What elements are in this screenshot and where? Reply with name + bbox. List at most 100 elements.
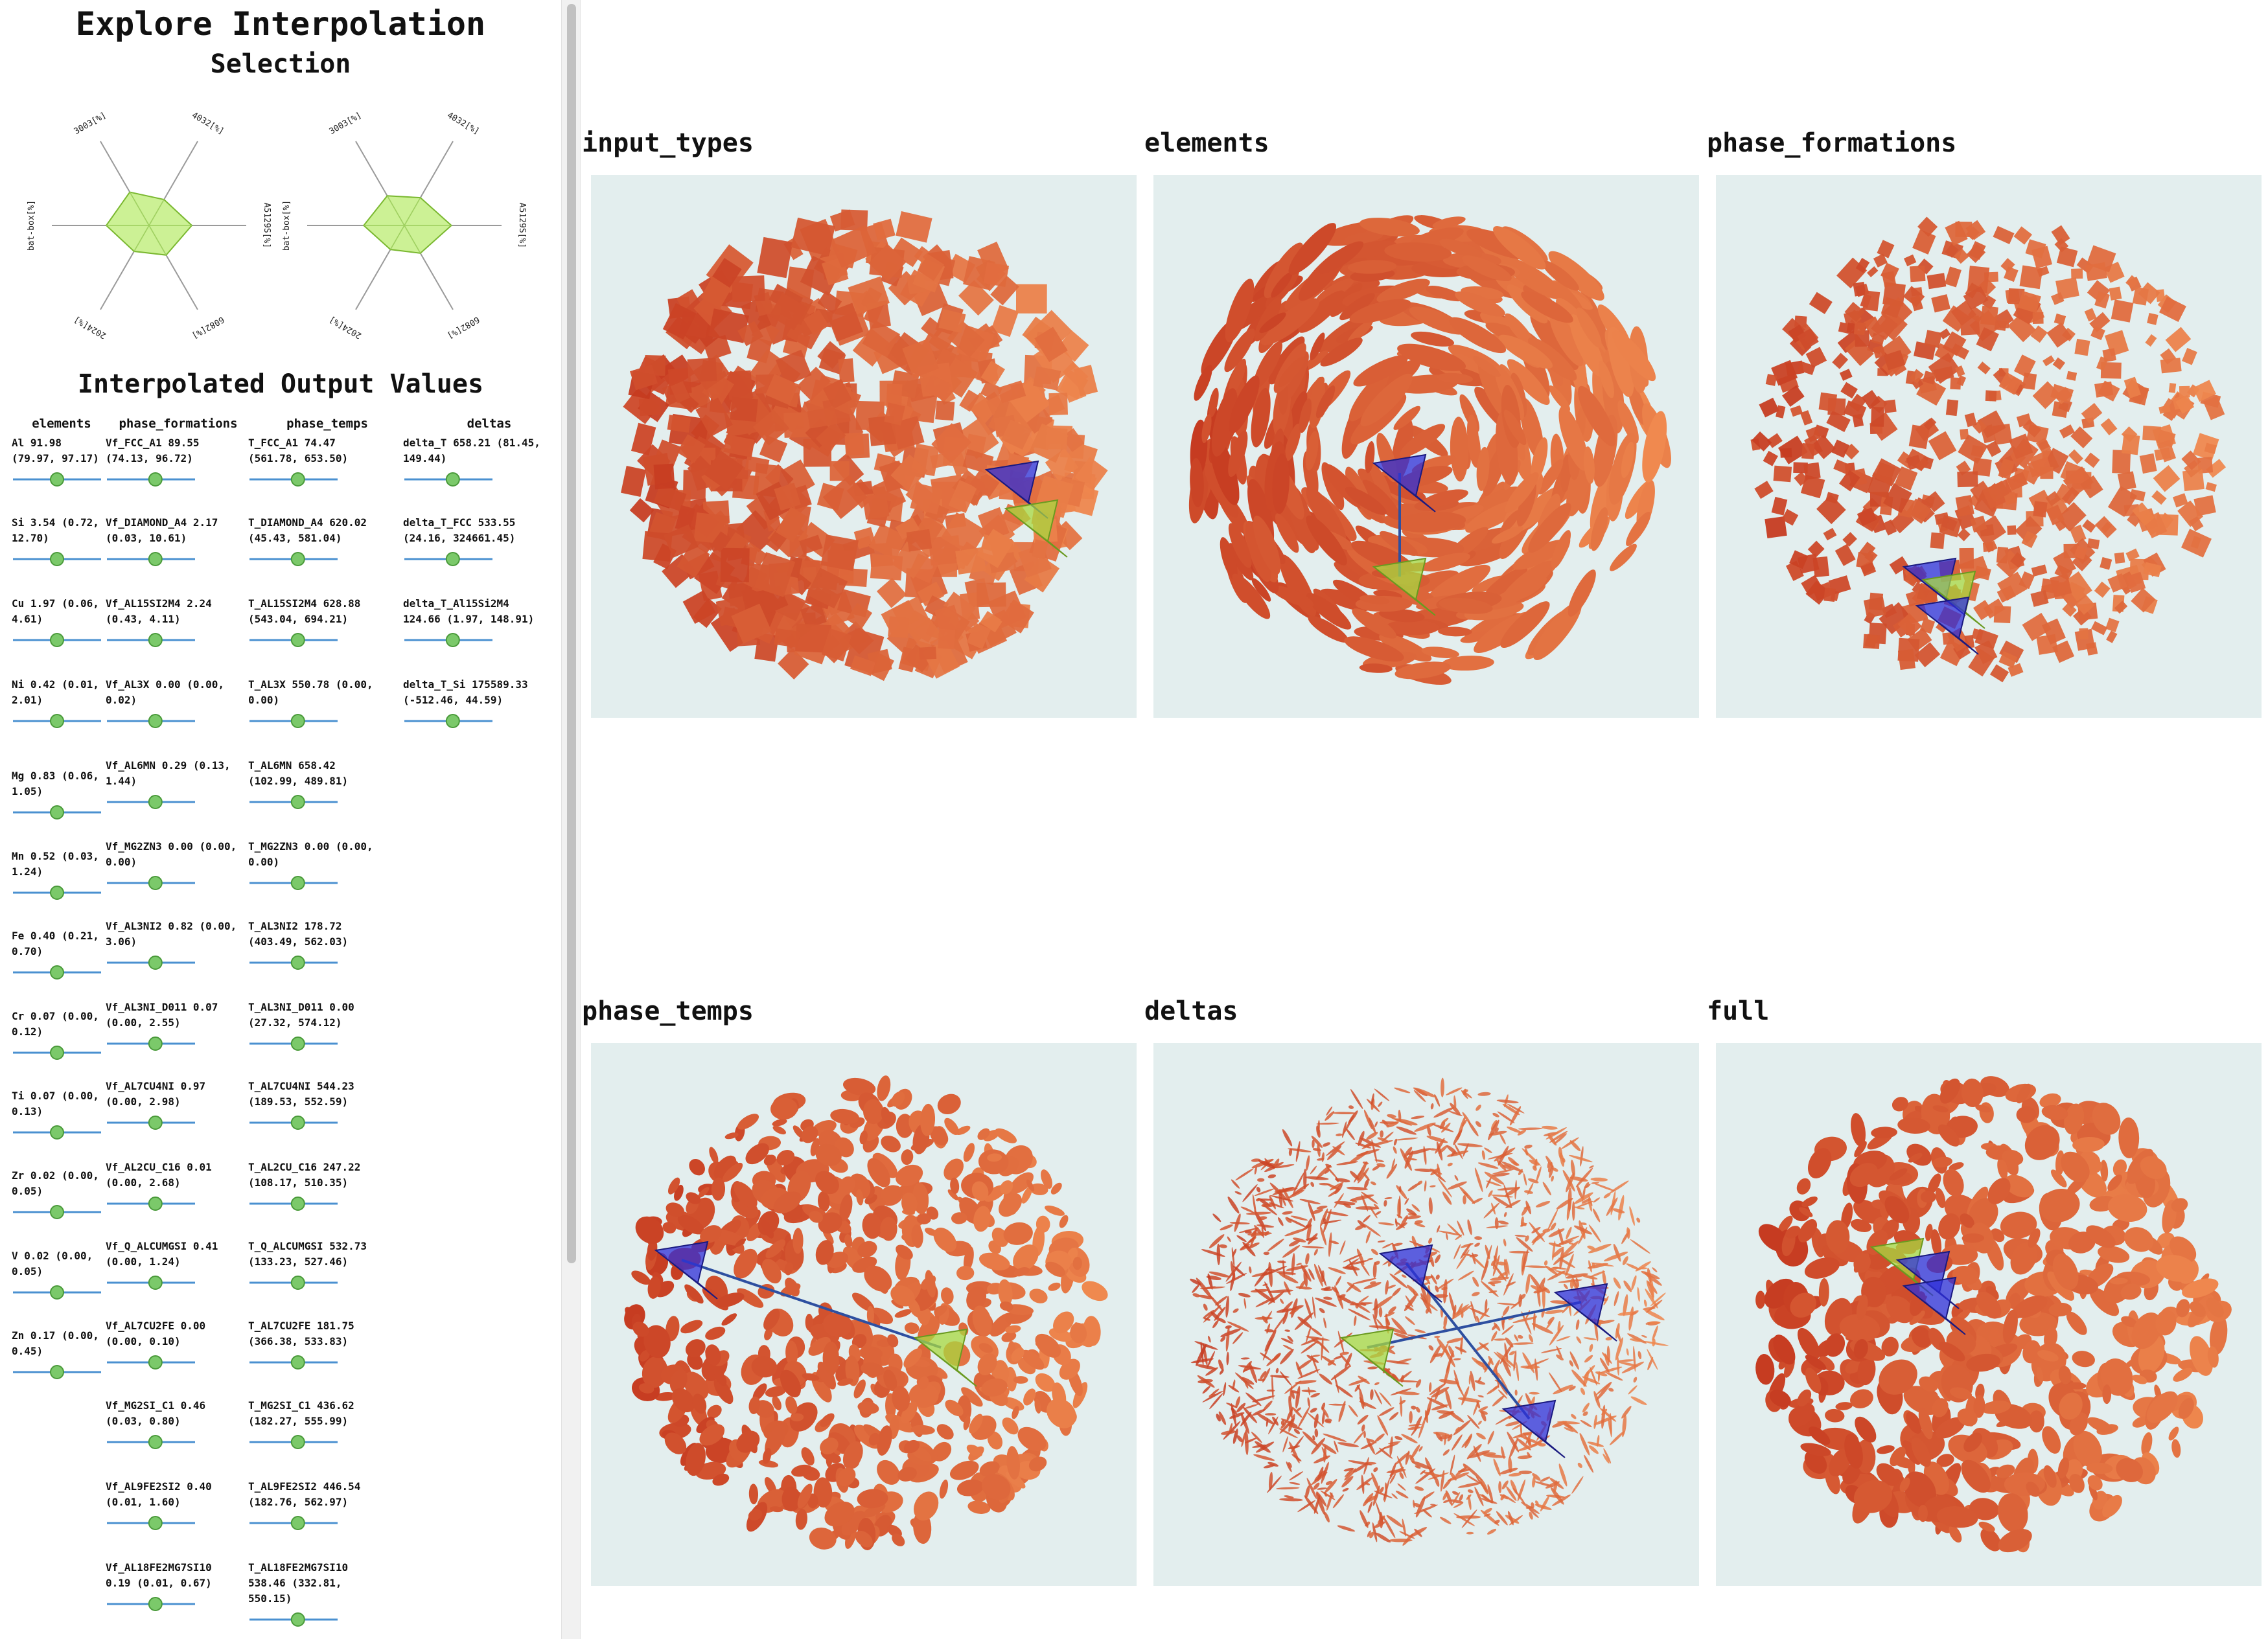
embedding-plot-elements[interactable] [1153, 175, 1699, 718]
value-slider[interactable] [12, 1362, 102, 1381]
slider-handle[interactable] [50, 805, 64, 820]
embedding-plot-full[interactable] [1716, 1043, 2262, 1586]
slider-handle[interactable] [50, 1125, 64, 1140]
value-slider[interactable] [248, 1112, 339, 1132]
embedding-scatter[interactable] [1153, 1043, 1699, 1586]
radar-selection-shape[interactable] [105, 191, 193, 256]
value-slider[interactable] [106, 792, 196, 811]
value-slider[interactable] [106, 1513, 196, 1532]
value-slider[interactable] [106, 469, 196, 488]
slider-handle[interactable] [290, 552, 305, 566]
value-slider[interactable] [12, 469, 102, 488]
slider-handle[interactable] [50, 1285, 64, 1300]
embedding-plot-deltas[interactable] [1153, 1043, 1699, 1586]
embedding-scatter[interactable] [591, 175, 1137, 718]
embedding-scatter[interactable] [1153, 175, 1699, 718]
slider-handle[interactable] [148, 956, 163, 970]
slider-handle[interactable] [148, 714, 163, 728]
value-slider[interactable] [248, 469, 339, 488]
value-slider[interactable] [403, 630, 494, 649]
value-slider[interactable] [106, 873, 196, 892]
slider-handle[interactable] [50, 1205, 64, 1219]
value-slider[interactable] [403, 711, 494, 730]
value-slider[interactable] [106, 1594, 196, 1613]
slider-handle[interactable] [148, 472, 163, 487]
value-slider[interactable] [106, 1352, 196, 1371]
slider-handle[interactable] [445, 472, 460, 487]
slider-handle[interactable] [148, 1435, 163, 1449]
slider-handle[interactable] [290, 1516, 305, 1530]
embedding-scatter[interactable] [1716, 1043, 2262, 1586]
slider-handle[interactable] [148, 1276, 163, 1290]
value-slider[interactable] [248, 873, 339, 892]
value-slider[interactable] [12, 802, 102, 821]
slider-handle[interactable] [290, 1355, 305, 1370]
slider-handle[interactable] [148, 1116, 163, 1130]
selected-point-marker[interactable] [1553, 1283, 1617, 1342]
slider-handle[interactable] [290, 714, 305, 728]
slider-handle[interactable] [148, 552, 163, 566]
embedding-plot-phase-temps[interactable] [591, 1043, 1137, 1586]
slider-handle[interactable] [148, 795, 163, 809]
value-slider[interactable] [248, 1033, 339, 1053]
slider-handle[interactable] [50, 714, 64, 728]
value-slider[interactable] [248, 1513, 339, 1532]
value-slider[interactable] [248, 549, 339, 568]
value-slider[interactable] [12, 630, 102, 649]
value-slider[interactable] [12, 962, 102, 981]
embedding-scatter[interactable] [1716, 175, 2262, 718]
slider-handle[interactable] [148, 1597, 163, 1611]
slider-handle[interactable] [290, 1116, 305, 1130]
slider-handle[interactable] [50, 472, 64, 487]
value-slider[interactable] [248, 1193, 339, 1213]
value-slider[interactable] [106, 1272, 196, 1292]
radar-selection-shape[interactable] [362, 195, 453, 254]
value-slider[interactable] [248, 711, 339, 730]
value-slider[interactable] [12, 882, 102, 902]
slider-handle[interactable] [290, 1037, 305, 1051]
value-slider[interactable] [106, 952, 196, 972]
slider-handle[interactable] [445, 633, 460, 647]
slider-handle[interactable] [290, 876, 305, 890]
value-slider[interactable] [403, 469, 494, 488]
slider-handle[interactable] [50, 552, 64, 566]
value-slider[interactable] [12, 549, 102, 568]
value-slider[interactable] [403, 549, 494, 568]
slider-handle[interactable] [445, 552, 460, 566]
slider-handle[interactable] [50, 886, 64, 900]
slider-handle[interactable] [148, 1037, 163, 1051]
value-slider[interactable] [248, 1352, 339, 1371]
value-slider[interactable] [248, 1432, 339, 1451]
slider-handle[interactable] [290, 1276, 305, 1290]
slider-handle[interactable] [50, 1365, 64, 1379]
scrollbar-thumb[interactable] [567, 4, 576, 1263]
slider-handle[interactable] [290, 472, 305, 487]
value-slider[interactable] [12, 1202, 102, 1221]
slider-handle[interactable] [148, 1355, 163, 1370]
slider-handle[interactable] [445, 714, 460, 728]
selection-radar-chart[interactable]: 3003[%] 4032[%]A5129S[%]6082[%]2024[%]bat… [275, 102, 534, 355]
value-slider[interactable] [106, 1033, 196, 1053]
value-slider[interactable] [106, 549, 196, 568]
slider-handle[interactable] [50, 633, 64, 647]
sidebar-scrollbar[interactable] [561, 0, 581, 1639]
slider-handle[interactable] [148, 1516, 163, 1530]
value-slider[interactable] [12, 1282, 102, 1301]
value-slider[interactable] [248, 1609, 339, 1629]
slider-handle[interactable] [148, 1197, 163, 1211]
slider-handle[interactable] [148, 876, 163, 890]
slider-handle[interactable] [290, 633, 305, 647]
value-slider[interactable] [12, 1042, 102, 1062]
value-slider[interactable] [106, 1112, 196, 1132]
slider-handle[interactable] [290, 1435, 305, 1449]
value-slider[interactable] [106, 1193, 196, 1213]
slider-handle[interactable] [290, 1612, 305, 1627]
value-slider[interactable] [248, 952, 339, 972]
value-slider[interactable] [106, 630, 196, 649]
selection-radar-chart[interactable]: 3003[%] 4032[%]A5129S[%]6082[%]2024[%]bat… [19, 102, 279, 355]
embedding-scatter[interactable] [591, 1043, 1137, 1586]
slider-handle[interactable] [50, 965, 64, 980]
value-slider[interactable] [106, 711, 196, 730]
slider-handle[interactable] [290, 956, 305, 970]
slider-handle[interactable] [290, 795, 305, 809]
